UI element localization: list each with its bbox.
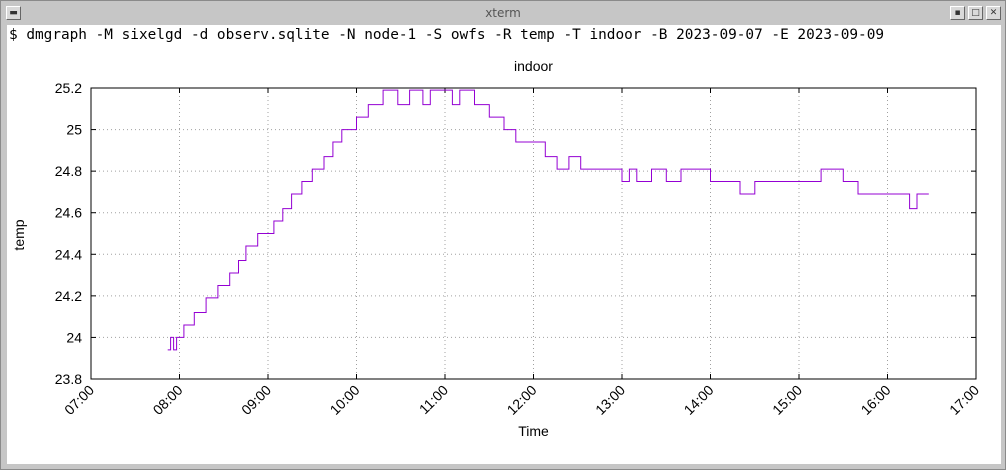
x-tick-label: 09:00 [238, 382, 274, 418]
y-tick-label: 23.8 [55, 371, 82, 387]
series-layer [167, 89, 929, 351]
y-tick-label: 24.8 [55, 163, 82, 179]
x-tick-label: 07:00 [61, 382, 97, 418]
x-tick-label: 12:00 [504, 382, 540, 418]
y-tick-label: 25.2 [55, 80, 82, 96]
close-button[interactable]: ✕ [986, 6, 1001, 20]
title-bar[interactable]: ▬ xterm ▪ □ ✕ [3, 3, 1003, 23]
maximize-button[interactable]: □ [968, 6, 983, 20]
x-tick-label: 08:00 [150, 382, 186, 418]
x-axis-label: Time [518, 423, 549, 439]
command-line: $ dmgraph -M sixelgd -d observ.sqlite -N… [9, 27, 885, 43]
y-tick-label: 24.6 [55, 205, 82, 221]
minimize-icon: ▪ [954, 8, 961, 18]
x-tick-label: 17:00 [946, 382, 982, 418]
y-tick-label: 24 [66, 329, 82, 345]
menu-icon: ▬ [9, 8, 18, 18]
y-tick-label: 25 [66, 122, 82, 138]
series-line-0 [167, 89, 929, 351]
x-tick-label: 10:00 [327, 382, 363, 418]
window-menu-button[interactable]: ▬ [6, 6, 21, 20]
minimize-button[interactable]: ▪ [950, 6, 965, 20]
maximize-icon: □ [971, 8, 980, 18]
y-axis-label: temp [11, 219, 27, 250]
y-tick-label: 24.2 [55, 288, 82, 304]
terminal-area[interactable]: $ dmgraph -M sixelgd -d observ.sqlite -N… [7, 25, 1001, 464]
axis-ticks: 07:00 08:00 09:00 10:00 11:00 12:00 13:00 14:00… [55, 80, 983, 418]
x-tick-label: 15:00 [769, 382, 805, 418]
chart-title: indoor [514, 58, 553, 74]
plot-area-frame [90, 87, 977, 380]
x-tick-label: 14:00 [681, 382, 717, 418]
close-icon: ✕ [989, 8, 998, 18]
y-tick-label: 24.4 [55, 246, 82, 262]
grid-lines [91, 88, 976, 379]
x-tick-label: 13:00 [592, 382, 628, 418]
x-tick-label: 11:00 [416, 382, 452, 418]
window-title: xterm [485, 6, 521, 20]
x-tick-label: 16:00 [858, 382, 894, 418]
